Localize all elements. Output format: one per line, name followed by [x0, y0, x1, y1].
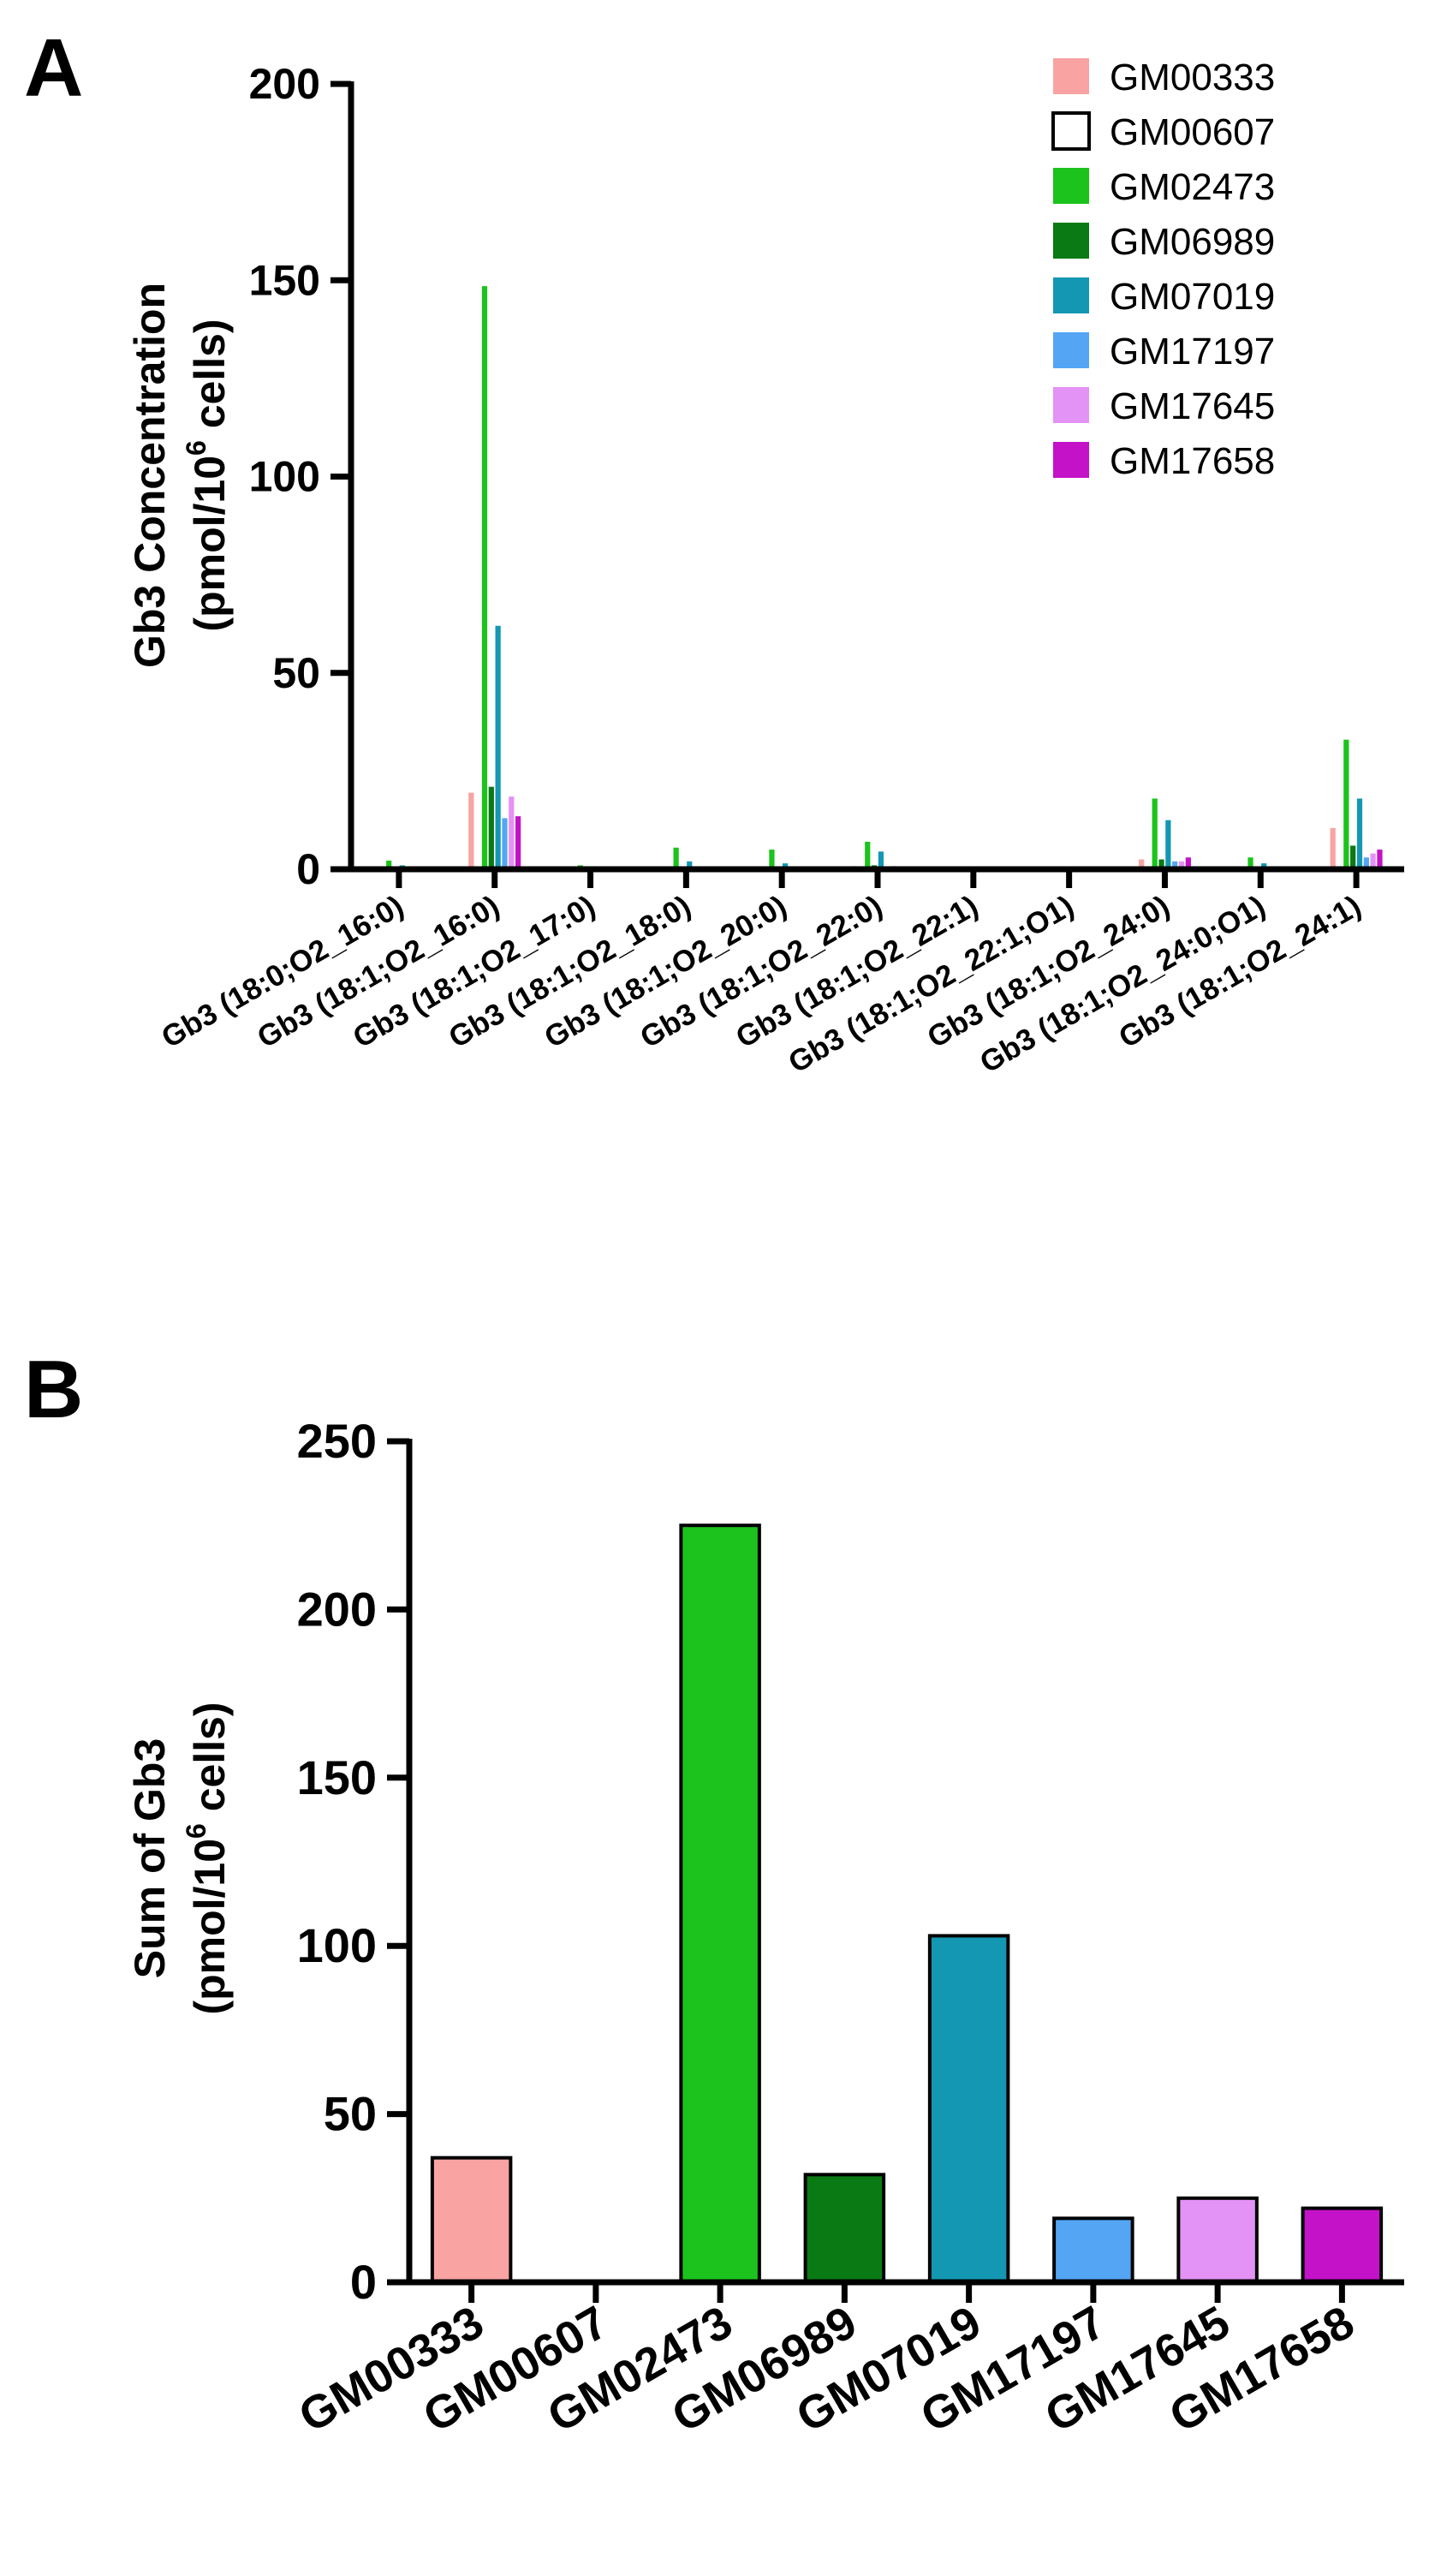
panel-a-bar-gm00333 [1330, 827, 1336, 869]
panel-a-bar-gm02473 [481, 286, 488, 869]
panel-a-legend-label: GM07019 [1110, 276, 1275, 318]
panel-a-bar-gm07019 [495, 625, 501, 869]
panel-b-y-tick-label: 0 [350, 2255, 377, 2309]
panel-a-bar-gm17197 [502, 818, 508, 869]
panel-a-y-axis-title: Gb3 Concentration (pmol/106 cells) [126, 283, 234, 668]
panel-a-legend: GM00333 GM00607 GM02473 GM06989 GM07019 GM171… [1051, 57, 1275, 482]
panel-b: B Sum of Gb3 (pmol/106 cells) 0 50 100 150 2… [24, 1344, 1404, 2442]
panel-a-y-tick-label: 150 [249, 256, 320, 304]
panel-a-bar-gm17645 [1178, 861, 1185, 869]
panel-a-bar-gm02473 [769, 850, 775, 869]
panel-a-legend-label: GM02473 [1110, 166, 1275, 208]
panel-b-bar-gm07019 [927, 1934, 1010, 2285]
panel-a-legend-label: GM00607 [1110, 111, 1275, 153]
panel-a-legend-swatch-gm17645 [1053, 387, 1089, 423]
panel-a-bar-gm02473 [1152, 798, 1158, 869]
panel-a-bar-gm06989 [1158, 859, 1164, 869]
panel-a-bar-gm02473 [1247, 857, 1253, 869]
panel-a-legend-label: GM00333 [1110, 57, 1275, 98]
panel-a: A Gb3 Concentration (pmol/106 cells) 0 50… [24, 22, 1404, 1080]
panel-a-bar-gm17658 [515, 816, 521, 869]
panel-a-bar-gm07019 [687, 861, 693, 869]
panel-a-bar-gm17658 [1185, 857, 1191, 869]
panel-b-y-axis: 0 50 100 150 200 250 [297, 1414, 409, 2309]
panel-a-bar-gm07019 [878, 851, 884, 869]
panel-a-category-labels: Gb3 (18:0;O2_16:0)Gb3 (18:1;O2_16:0)Gb3 … [156, 889, 1366, 1079]
panel-a-label: A [24, 22, 83, 114]
panel-a-y-tick-label: 0 [296, 845, 320, 893]
panel-a-bar-gm00333 [468, 792, 474, 869]
panel-b-bar-gm06989 [803, 2173, 886, 2284]
panel-a-bar-gm17645 [1370, 853, 1376, 869]
panel-a-bar-gm17197 [1363, 857, 1369, 869]
panel-b-category-labels: GM00333GM00607GM02473GM06989GM07019GM171… [290, 2296, 1362, 2442]
panel-b-label: B [24, 1344, 83, 1435]
panel-b-y-tick-label: 250 [297, 1414, 377, 1468]
panel-a-legend-swatch-gm02473 [1053, 168, 1089, 204]
panel-a-bar-gm07019 [1165, 820, 1171, 869]
panel-b-bar-gm02473 [679, 1524, 761, 2284]
panel-b-bars [430, 1524, 1384, 2303]
panel-a-legend-label: GM17645 [1110, 385, 1275, 427]
panel-b-y-tick-label: 100 [297, 1918, 377, 1972]
panel-b-y-tick-label: 150 [297, 1750, 377, 1804]
panel-b-y-tick-label: 200 [297, 1582, 377, 1636]
panel-b-bar-gm17645 [1176, 2196, 1259, 2285]
panel-b-y-axis-title-line2: (pmol/106 cells) [181, 1702, 234, 2014]
panel-a-bar-gm02473 [1343, 739, 1349, 869]
panel-a-legend-swatch-gm00607 [1051, 111, 1091, 151]
panel-a-bar-gm02473 [865, 841, 871, 869]
panel-a-bar-gm17197 [1172, 861, 1178, 869]
panel-a-legend-swatch-gm17197 [1053, 332, 1089, 368]
panel-a-bar-gm00333 [1138, 859, 1145, 869]
panel-a-legend-swatch-gm06989 [1053, 223, 1089, 259]
panel-a-y-axis: 0 50 100 150 200 [249, 60, 351, 893]
panel-a-legend-label: GM17658 [1110, 440, 1275, 482]
panel-a-bar-gm17645 [509, 796, 515, 869]
panel-a-legend-swatch-gm07019 [1053, 277, 1089, 313]
panel-b-y-axis-title: Sum of Gb3 (pmol/106 cells) [126, 1702, 234, 2014]
panel-b-y-tick-label: 50 [324, 2087, 377, 2141]
panel-a-y-axis-title-line1: Gb3 Concentration [126, 283, 174, 668]
panel-a-y-tick-label: 100 [249, 453, 320, 501]
panel-a-y-tick-label: 50 [272, 649, 320, 697]
panel-b-y-axis-title-line1: Sum of Gb3 [126, 1738, 174, 1979]
panel-a-y-axis-title-line2: (pmol/106 cells) [181, 319, 234, 631]
panel-a-bars [372, 286, 1383, 888]
panel-a-bar-gm07019 [1356, 798, 1363, 869]
panel-a-bar-gm17658 [1377, 850, 1383, 869]
panel-b-bar-gm17197 [1052, 2216, 1134, 2284]
panel-a-legend-label: GM17197 [1110, 331, 1275, 373]
panel-a-y-tick-label: 200 [249, 60, 320, 108]
panel-b-bar-gm17658 [1301, 2206, 1384, 2284]
panel-a-legend-swatch-gm17658 [1053, 442, 1089, 478]
panel-a-bar-gm02473 [673, 847, 679, 869]
panel-a-bar-gm06989 [1350, 845, 1356, 869]
panel-a-bar-gm06989 [488, 786, 494, 869]
panel-a-legend-swatch-gm00333 [1053, 58, 1089, 94]
panel-b-bar-gm00333 [430, 2156, 513, 2285]
panel-a-bar-gm02473 [386, 860, 392, 869]
panel-a-legend-label: GM06989 [1110, 221, 1275, 263]
